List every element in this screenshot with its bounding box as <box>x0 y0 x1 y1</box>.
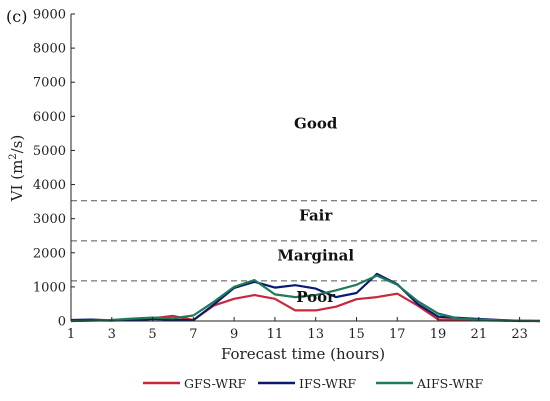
zone-label-fair: Fair <box>299 206 333 224</box>
y-tick-label: 0 <box>58 315 66 330</box>
x-tick-label: 3 <box>108 327 116 342</box>
panel-label: (c) <box>6 7 27 26</box>
x-tick-label: 15 <box>348 327 365 342</box>
zone-label-marginal: Marginal <box>277 246 354 264</box>
y-axis-title-superscript: 2 <box>8 153 19 159</box>
zone-labels: Good Fair Marginal Poor <box>277 114 354 306</box>
x-tick-label: 9 <box>230 327 238 342</box>
x-tick-label: 21 <box>471 327 488 342</box>
x-tick-label: 19 <box>430 327 447 342</box>
series-line-aifs-wrf <box>70 274 541 323</box>
x-tick-label: 7 <box>189 327 197 342</box>
series-lines <box>70 272 541 323</box>
y-axis-title: VI (m2/s) <box>8 135 26 203</box>
y-tick-label: 2000 <box>33 246 66 261</box>
legend-label-ifs-wrf: IFS-WRF <box>299 376 356 391</box>
x-tick-label: 23 <box>511 327 528 342</box>
x-tick-label: 11 <box>267 327 284 342</box>
y-tick-label: 9000 <box>33 8 66 23</box>
y-tick-label: 4000 <box>33 178 66 193</box>
zone-label-good: Good <box>294 114 338 132</box>
y-tick-label: 7000 <box>33 76 66 91</box>
x-axis-title: Forecast time (hours) <box>221 345 385 363</box>
x-tick-label: 17 <box>389 327 406 342</box>
x-tick-label: 13 <box>307 327 324 342</box>
y-tick-label: 1000 <box>33 280 66 295</box>
y-axis-title-base: VI (m <box>8 160 26 203</box>
ticks: 1 3 5 7 9 11 13 15 17 19 21 23010002000300040005000… <box>33 8 528 343</box>
zone-label-poor: Poor <box>296 288 336 306</box>
y-axis-title-tail: /s) <box>8 135 26 154</box>
legend-label-gfs-wrf: GFS-WRF <box>184 376 246 391</box>
y-tick-label: 8000 <box>33 42 66 57</box>
x-tick-label: 1 <box>67 327 75 342</box>
y-tick-label: 6000 <box>33 110 66 125</box>
legend: GFS-WRF IFS-WRF AIFS-WRF <box>143 376 483 391</box>
y-tick-label: 5000 <box>33 144 66 159</box>
legend-label-aifs-wrf: AIFS-WRF <box>416 376 483 391</box>
axes <box>70 14 540 322</box>
threshold-lines <box>71 200 540 282</box>
y-tick-label: 3000 <box>33 212 66 227</box>
x-tick-label: 5 <box>148 327 156 342</box>
